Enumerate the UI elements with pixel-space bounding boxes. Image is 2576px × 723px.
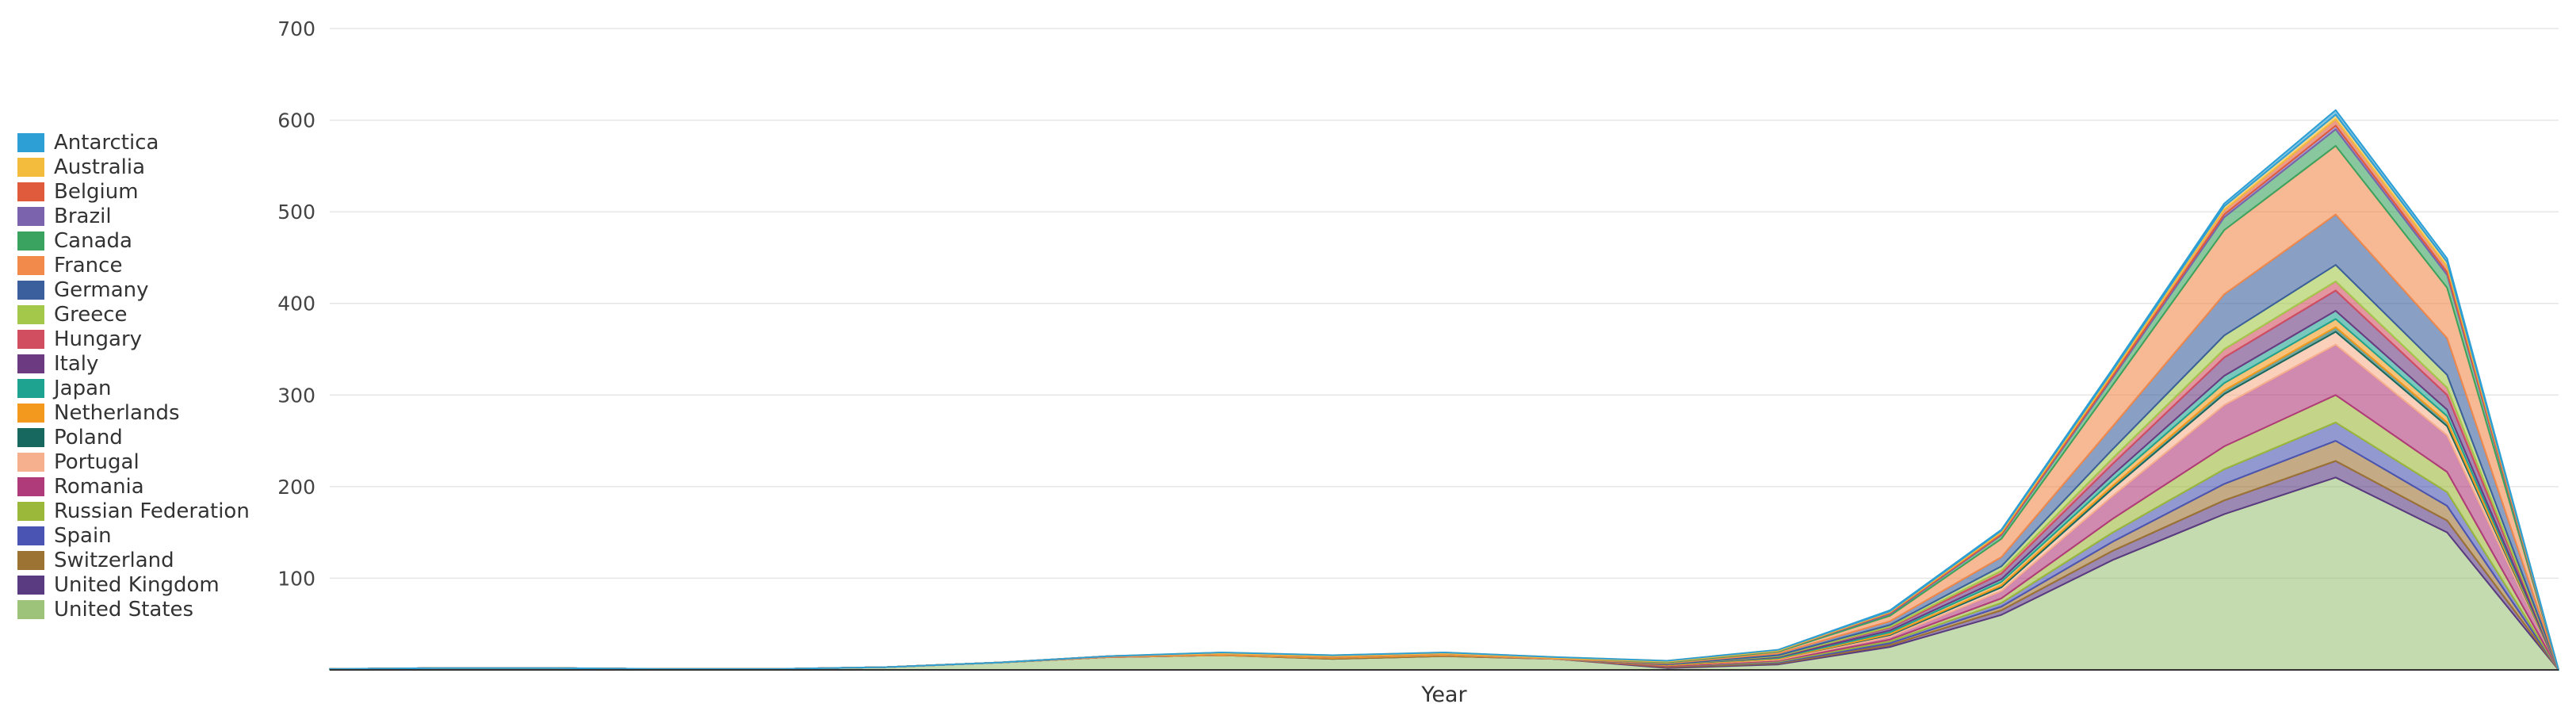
legend-swatch <box>17 255 44 275</box>
legend-item[interactable]: Greece <box>17 302 250 327</box>
legend-label: France <box>54 253 123 277</box>
legend-label: Australia <box>54 155 146 179</box>
legend-swatch <box>17 231 44 251</box>
legend-label: Poland <box>54 425 123 449</box>
legend-label: Switzerland <box>54 548 174 572</box>
legend-swatch <box>17 206 44 226</box>
legend-label: Portugal <box>54 449 140 474</box>
y-tick-label: 300 <box>277 384 315 407</box>
legend-swatch <box>17 304 44 324</box>
y-axis-ticks: 100 200 300 400 500 600 700 <box>277 17 315 590</box>
legend-swatch <box>17 378 44 398</box>
legend-swatch <box>17 354 44 373</box>
legend-label: Russian Federation <box>54 499 250 523</box>
legend-item[interactable]: United States <box>17 597 250 622</box>
legend-swatch <box>17 476 44 496</box>
legend-swatch <box>17 550 44 570</box>
legend-swatch <box>17 599 44 619</box>
legend-item[interactable]: Belgium <box>17 179 250 204</box>
y-tick-label: 700 <box>277 17 315 40</box>
legend-item[interactable]: Brazil <box>17 204 250 228</box>
legend-item[interactable]: France <box>17 253 250 277</box>
legend-item[interactable]: Japan <box>17 376 250 400</box>
legend-swatch <box>17 280 44 300</box>
legend-swatch <box>17 403 44 423</box>
legend-label: Belgium <box>54 179 139 204</box>
legend-swatch <box>17 132 44 152</box>
legend-swatch <box>17 329 44 349</box>
legend-item[interactable]: Canada <box>17 228 250 253</box>
legend-swatch <box>17 501 44 521</box>
legend: Antarctica Australia Belgium Brazil Canada Fr… <box>17 130 250 622</box>
legend-label: Italy <box>54 351 99 376</box>
legend-label: Spain <box>54 523 112 548</box>
legend-label: United Kingdom <box>54 572 220 597</box>
legend-item[interactable]: Romania <box>17 474 250 499</box>
legend-label: Greece <box>54 302 128 327</box>
legend-item[interactable]: Switzerland <box>17 548 250 572</box>
legend-label: Romania <box>54 474 144 499</box>
legend-label: Germany <box>54 277 149 302</box>
legend-label: United States <box>54 597 194 622</box>
legend-label: Japan <box>54 376 112 400</box>
legend-label: Brazil <box>54 204 112 228</box>
y-tick-label: 200 <box>277 476 315 499</box>
legend-swatch <box>17 575 44 595</box>
legend-item[interactable]: Germany <box>17 277 250 302</box>
y-tick-label: 400 <box>277 293 315 316</box>
legend-swatch <box>17 157 44 177</box>
series-areas <box>329 109 2559 671</box>
legend-label: Netherlands <box>54 400 180 425</box>
legend-swatch <box>17 427 44 447</box>
grid <box>330 28 2559 580</box>
legend-item[interactable]: Spain <box>17 523 250 548</box>
legend-label: Canada <box>54 228 132 253</box>
legend-label: Antarctica <box>54 130 159 155</box>
legend-label: Hungary <box>54 327 143 351</box>
legend-swatch <box>17 452 44 472</box>
y-tick-label: 100 <box>277 567 315 590</box>
x-axis-title: Year <box>1420 683 1467 707</box>
legend-item[interactable]: Russian Federation <box>17 499 250 523</box>
y-tick-label: 600 <box>277 109 315 132</box>
legend-item[interactable]: Portugal <box>17 449 250 474</box>
legend-item[interactable]: Italy <box>17 351 250 376</box>
legend-item[interactable]: Antarctica <box>17 130 250 155</box>
legend-item[interactable]: Poland <box>17 425 250 449</box>
legend-item[interactable]: Netherlands <box>17 400 250 425</box>
legend-swatch <box>17 526 44 545</box>
legend-item[interactable]: Hungary <box>17 327 250 351</box>
y-tick-label: 500 <box>277 201 315 224</box>
legend-item[interactable]: Australia <box>17 155 250 179</box>
legend-swatch <box>17 182 44 201</box>
legend-item[interactable]: United Kingdom <box>17 572 250 597</box>
